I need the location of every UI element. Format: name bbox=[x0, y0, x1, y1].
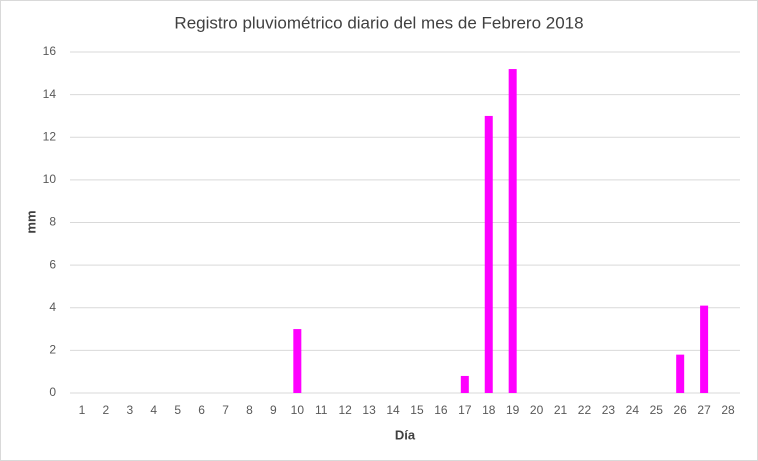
y-tick-label: 12 bbox=[43, 129, 57, 143]
y-tick-label: 2 bbox=[49, 343, 56, 357]
x-tick-label: 7 bbox=[222, 403, 229, 417]
x-axis-title: Día bbox=[395, 427, 416, 442]
x-tick-label: 12 bbox=[338, 403, 352, 417]
y-tick-label: 6 bbox=[49, 257, 56, 271]
x-tick-label: 23 bbox=[602, 403, 616, 417]
x-tick-label: 21 bbox=[554, 403, 568, 417]
y-tick-label: 14 bbox=[43, 87, 57, 101]
x-tick-label: 28 bbox=[721, 403, 735, 417]
x-tick-label: 9 bbox=[270, 403, 277, 417]
y-tick-label: 0 bbox=[49, 385, 56, 399]
chart-title: Registro pluviométrico diario del mes de… bbox=[174, 13, 583, 32]
x-tick-label: 27 bbox=[697, 403, 711, 417]
x-tick-label: 20 bbox=[530, 403, 544, 417]
x-tick-label: 15 bbox=[410, 403, 424, 417]
x-tick-label: 24 bbox=[626, 403, 640, 417]
x-tick-label: 25 bbox=[650, 403, 664, 417]
x-tick-label: 11 bbox=[315, 403, 328, 417]
bar bbox=[508, 69, 517, 394]
x-tick-label: 19 bbox=[506, 403, 520, 417]
x-tick-label: 18 bbox=[482, 403, 496, 417]
bar bbox=[460, 375, 469, 393]
x-tick-label: 14 bbox=[386, 403, 400, 417]
x-tick-label: 1 bbox=[79, 403, 86, 417]
y-tick-label: 4 bbox=[49, 300, 56, 314]
x-tick-label: 26 bbox=[673, 403, 687, 417]
bar bbox=[484, 115, 493, 393]
y-tick-label: 16 bbox=[43, 44, 57, 58]
x-tick-label: 8 bbox=[246, 403, 253, 417]
x-tick-label: 5 bbox=[174, 403, 181, 417]
x-tick-label: 3 bbox=[126, 403, 133, 417]
x-tick-label: 4 bbox=[150, 403, 157, 417]
bar bbox=[700, 305, 709, 393]
x-tick-label: 13 bbox=[362, 403, 376, 417]
x-tick-label: 6 bbox=[198, 403, 205, 417]
x-tick-label: 17 bbox=[458, 403, 472, 417]
bar bbox=[293, 329, 302, 393]
bar bbox=[676, 354, 685, 393]
x-tick-label: 22 bbox=[578, 403, 592, 417]
y-tick-label: 10 bbox=[43, 172, 57, 186]
y-tick-label: 8 bbox=[49, 215, 56, 229]
x-tick-label: 2 bbox=[103, 403, 110, 417]
x-tick-label: 16 bbox=[434, 403, 448, 417]
y-axis-title: mm bbox=[23, 210, 38, 233]
x-tick-label: 10 bbox=[291, 403, 305, 417]
